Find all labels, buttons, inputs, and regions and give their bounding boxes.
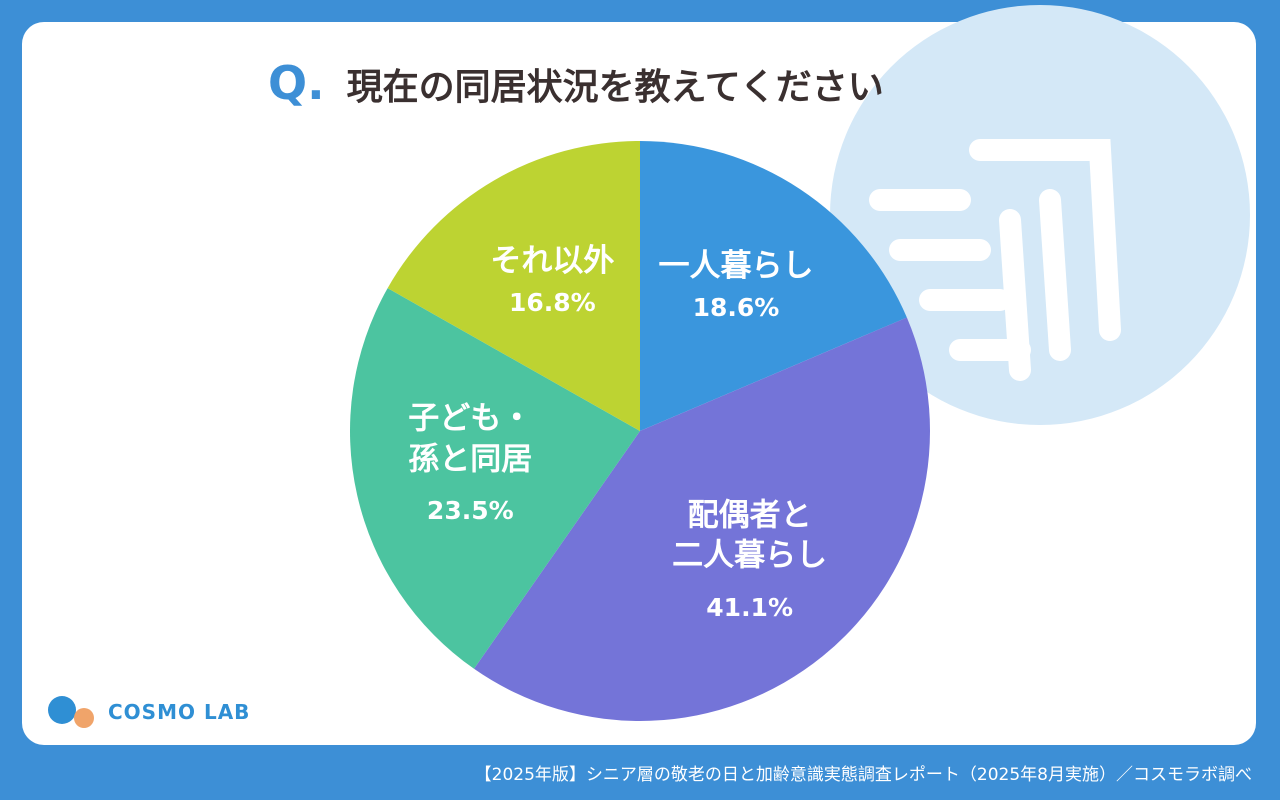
chart-title: Q. 現在の同居状況を教えてください: [268, 56, 884, 110]
logo-mark: [74, 708, 94, 728]
value-label: 41.1%: [706, 592, 794, 622]
logo-mark: [48, 696, 76, 724]
pie-slice: [387, 141, 640, 431]
pie-slice: [640, 141, 907, 431]
pie-slice: [473, 317, 931, 721]
value-label: 18.6%: [692, 292, 780, 322]
slice-label: 子ども・ 孫と同居: [408, 401, 533, 478]
pie-slice: [349, 288, 640, 669]
title-prefix: Q.: [268, 56, 325, 110]
title-text: 現在の同居状況を教えてください: [346, 67, 884, 108]
slice-label: それ以外: [490, 242, 615, 279]
slice-label: 配偶者と 二人暮らし: [672, 497, 828, 575]
footer: 【2025年版】シニア層の敬老の日と加齢意識実態調査レポート（2025年8月実施…: [474, 765, 1252, 785]
value-label: 16.8%: [508, 287, 596, 317]
logo: COSMO LAB: [108, 700, 251, 724]
slice-label: 一人暮らし: [658, 247, 814, 284]
value-label: 23.5%: [426, 496, 514, 526]
handshake-icon: [869, 139, 1121, 381]
